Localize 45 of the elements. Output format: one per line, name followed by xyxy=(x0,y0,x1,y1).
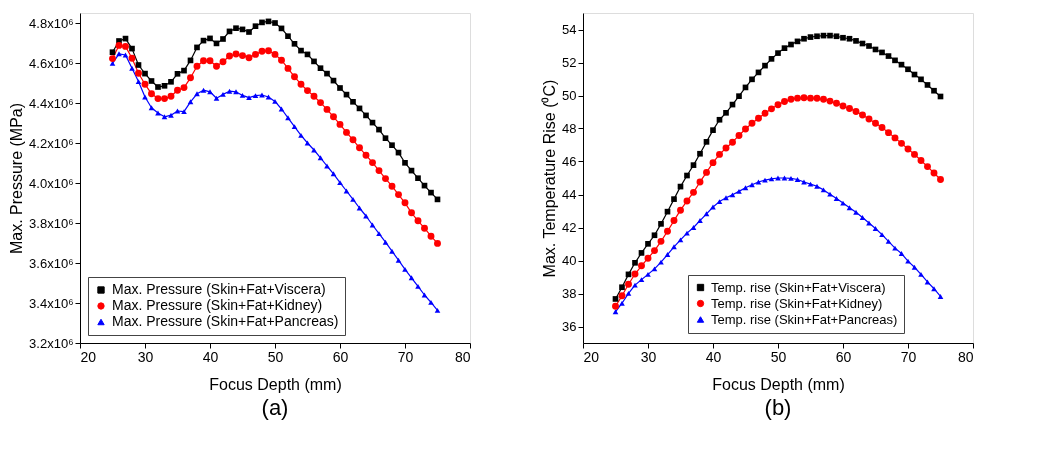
y-tick-label: 3.2x10⁶ xyxy=(29,335,74,351)
x-tick-label: 80 xyxy=(957,348,974,365)
y-tick-label: 36 xyxy=(562,319,577,334)
x-tick-label: 30 xyxy=(640,348,657,365)
y-tick-label: 3.6x10⁶ xyxy=(29,255,74,271)
y-tick-label: 52 xyxy=(562,55,577,70)
legend-label: Max. Pressure (Skin+Fat+Viscera) xyxy=(112,281,326,297)
y-tick-label: 4.6x10⁶ xyxy=(29,55,74,71)
legend-label: Max. Pressure (Skin+Fat+Kidney) xyxy=(112,297,323,313)
y-tick-label: 3.8x10⁶ xyxy=(29,215,74,231)
legend-label: Temp. rise (Skin+Fat+Pancreas) xyxy=(711,311,898,327)
y-tick-label: 38 xyxy=(562,286,577,301)
x-axis-title: Focus Depth (mm) xyxy=(712,375,845,393)
y-tick-label: 40 xyxy=(562,253,577,268)
y-tick-label: 46 xyxy=(562,154,577,169)
x-tick-label: 60 xyxy=(332,348,349,365)
x-tick-label: 80 xyxy=(454,348,471,365)
legend-label: Temp. rise (Skin+Fat+Viscera) xyxy=(711,279,886,295)
x-tick-label: 60 xyxy=(835,348,852,365)
y-tick-label: 4.8x10⁶ xyxy=(29,15,74,31)
y-tick-label: 3.4x10⁶ xyxy=(29,295,74,311)
x-tick-label: 40 xyxy=(705,348,722,365)
text: (b) xyxy=(764,395,792,420)
x-tick-label: 30 xyxy=(137,348,154,365)
y-axis-title: Max. Temperature Rise (⁰C) xyxy=(541,79,559,278)
y-tick-label: 48 xyxy=(562,121,577,136)
legend-label: Temp. rise (Skin+Fat+Kidney) xyxy=(711,295,883,311)
x-tick-label: 50 xyxy=(267,348,284,365)
y-tick-label: 44 xyxy=(562,187,577,202)
y-tick-label: 54 xyxy=(562,22,577,37)
y-tick-label: 4.4x10⁶ xyxy=(29,95,74,111)
x-tick-label: 50 xyxy=(770,348,787,365)
y-tick-label: 4.0x10⁶ xyxy=(29,175,74,191)
x-tick-label: 40 xyxy=(202,348,219,365)
x-tick-label: 20 xyxy=(80,348,97,365)
y-tick-label: 42 xyxy=(562,220,577,235)
text: (a) xyxy=(261,395,289,420)
x-tick-label: 70 xyxy=(900,348,917,365)
legend-label: Max. Pressure (Skin+Fat+Pancreas) xyxy=(112,313,339,329)
x-tick-label: 70 xyxy=(397,348,414,365)
y-tick-label: 50 xyxy=(562,88,577,103)
x-tick-label: 20 xyxy=(583,348,600,365)
y-tick-label: 4.2x10⁶ xyxy=(29,135,74,151)
x-axis-title: Focus Depth (mm) xyxy=(209,375,342,393)
y-axis-title: Max. Pressure (MPa) xyxy=(8,102,26,255)
